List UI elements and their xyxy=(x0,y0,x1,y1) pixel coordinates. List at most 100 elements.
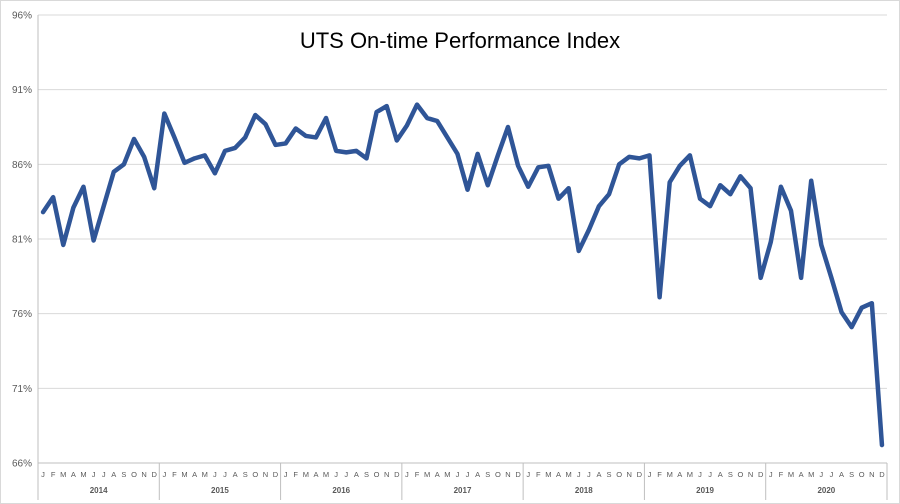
data-point xyxy=(516,164,520,168)
y-tick-label: 91% xyxy=(12,85,32,96)
month-tick-label: M xyxy=(80,470,86,479)
month-tick-label: F xyxy=(172,470,177,479)
data-point xyxy=(91,238,95,242)
data-point xyxy=(809,179,813,183)
data-point xyxy=(627,155,631,159)
month-tick-label: F xyxy=(657,470,662,479)
month-tick-label: N xyxy=(263,470,268,479)
month-tick-label: S xyxy=(849,470,854,479)
year-tick-label: 2020 xyxy=(817,486,835,495)
data-point xyxy=(253,113,257,117)
month-tick-label: S xyxy=(364,470,369,479)
data-point xyxy=(506,125,510,129)
data-point xyxy=(364,156,368,160)
data-point xyxy=(728,192,732,196)
month-tick-label: M xyxy=(424,470,430,479)
month-tick-label: F xyxy=(536,470,541,479)
data-point xyxy=(51,195,55,199)
month-tick-label: M xyxy=(303,470,309,479)
y-tick-label: 81% xyxy=(12,235,32,246)
data-point xyxy=(708,204,712,208)
data-point xyxy=(203,153,207,157)
month-tick-label: J xyxy=(334,470,338,479)
data-point xyxy=(536,165,540,169)
data-point xyxy=(607,192,611,196)
y-tick-label: 71% xyxy=(12,384,32,395)
data-point xyxy=(769,240,773,244)
y-tick-label: 96% xyxy=(12,11,32,22)
data-point xyxy=(860,305,864,309)
month-tick-label: A xyxy=(192,470,197,479)
month-tick-label: A xyxy=(435,470,440,479)
data-point xyxy=(304,134,308,138)
data-point xyxy=(273,143,277,147)
year-tick-label: 2014 xyxy=(90,486,108,495)
month-tick-label: N xyxy=(141,470,146,479)
data-point xyxy=(758,276,762,280)
month-tick-label: N xyxy=(627,470,632,479)
month-tick-label: J xyxy=(162,470,166,479)
month-tick-label: J xyxy=(284,470,288,479)
data-point xyxy=(61,243,65,247)
month-tick-label: J xyxy=(344,470,348,479)
month-tick-label: F xyxy=(779,470,784,479)
data-point xyxy=(829,276,833,280)
data-point xyxy=(465,188,469,192)
month-tick-label: M xyxy=(667,470,673,479)
data-point xyxy=(698,196,702,200)
month-tick-label: A xyxy=(111,470,116,479)
data-point xyxy=(142,155,146,159)
data-point xyxy=(435,119,439,123)
month-tick-label: M xyxy=(181,470,187,479)
month-tick-label: J xyxy=(92,470,96,479)
data-point xyxy=(849,325,853,329)
month-tick-label: J xyxy=(405,470,409,479)
month-tick-label: A xyxy=(313,470,318,479)
gridlines xyxy=(38,14,887,389)
month-tick-label: D xyxy=(273,470,279,479)
y-tick-label: 86% xyxy=(12,160,32,171)
month-tick-label: A xyxy=(799,470,804,479)
month-tick-label: J xyxy=(41,470,45,479)
month-tick-label: J xyxy=(213,470,217,479)
data-point xyxy=(688,153,692,157)
month-tick-label: M xyxy=(323,470,329,479)
series-line xyxy=(40,102,885,448)
month-tick-label: J xyxy=(819,470,823,479)
year-tick-label: 2017 xyxy=(454,486,472,495)
data-point xyxy=(344,150,348,154)
data-point xyxy=(354,149,358,153)
data-point xyxy=(334,149,338,153)
month-tick-label: D xyxy=(758,470,764,479)
data-point xyxy=(748,186,752,190)
data-point xyxy=(415,102,419,106)
month-tick-label: N xyxy=(869,470,874,479)
month-tick-label: D xyxy=(879,470,885,479)
month-tick-label: F xyxy=(415,470,420,479)
month-tick-label: A xyxy=(475,470,480,479)
month-tick-label: N xyxy=(748,470,753,479)
data-point xyxy=(779,185,783,189)
month-tick-label: J xyxy=(698,470,702,479)
month-tick-label: A xyxy=(839,470,844,479)
month-tick-label: M xyxy=(566,470,572,479)
month-tick-label: O xyxy=(252,470,258,479)
data-point xyxy=(496,153,500,157)
data-point xyxy=(667,180,671,184)
data-point xyxy=(374,110,378,114)
year-tick-label: 2018 xyxy=(575,486,593,495)
month-tick-label: J xyxy=(587,470,591,479)
data-point xyxy=(738,174,742,178)
data-point xyxy=(294,126,298,130)
month-tick-label: J xyxy=(830,470,834,479)
y-tick-label: 66% xyxy=(12,459,32,470)
data-point xyxy=(213,171,217,175)
data-point xyxy=(486,183,490,187)
data-point xyxy=(556,196,560,200)
data-point xyxy=(546,164,550,168)
month-tick-label: M xyxy=(687,470,693,479)
month-tick-label: A xyxy=(233,470,238,479)
data-point xyxy=(617,162,621,166)
